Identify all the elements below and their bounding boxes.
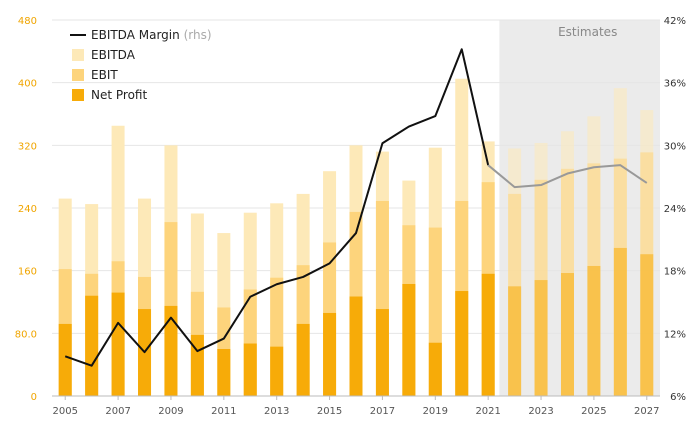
y-right-tick-label: 12% <box>664 329 686 340</box>
bar-net-profit <box>270 346 284 396</box>
x-tick-label: 2017 <box>370 406 395 417</box>
x-tick-label: 2013 <box>264 406 289 417</box>
y-left-tick-label: 0 <box>31 392 37 403</box>
bar-net-profit <box>640 254 654 396</box>
bars <box>58 78 654 397</box>
estimates-label: Estimates <box>558 25 617 39</box>
bar-net-profit <box>428 342 442 396</box>
x-tick-label: 2005 <box>52 406 77 417</box>
y-left-tick-label: 480 <box>18 16 37 27</box>
y-right-tick-label: 24% <box>664 204 686 215</box>
y-left-tick-label: 320 <box>18 141 37 152</box>
bar-net-profit <box>349 296 363 396</box>
bar-net-profit <box>455 291 469 396</box>
x-tick-label: 2019 <box>423 406 448 417</box>
bar-net-profit <box>323 312 337 396</box>
bar-net-profit <box>296 323 310 396</box>
margin-line <box>64 48 648 367</box>
legend-swatch-ebitda <box>72 49 84 61</box>
y-right-tick-label: 42% <box>664 16 686 27</box>
legend-swatch-ebit <box>72 69 84 81</box>
bar-net-profit <box>164 305 178 396</box>
x-tick-label: 2027 <box>634 406 659 417</box>
bar-net-profit <box>402 283 416 396</box>
legend: EBITDA Margin (rhs) EBITDA EBIT Net Prof… <box>70 28 212 102</box>
y-left-tick-label: 400 <box>18 79 37 90</box>
x-tick-label: 2011 <box>211 406 236 417</box>
x-tick-label: 2023 <box>528 406 553 417</box>
bar-net-profit <box>243 343 257 396</box>
y-right-tick-label: 18% <box>664 267 686 278</box>
bar-net-profit <box>481 273 495 396</box>
legend-label-ebitda-margin: EBITDA Margin (rhs) <box>91 28 212 42</box>
y-right-tick-label: 36% <box>664 79 686 90</box>
legend-label-ebit: EBIT <box>91 68 118 82</box>
line-ebitda-margin-actual <box>64 48 490 367</box>
bar-net-profit <box>560 273 574 396</box>
bar-net-profit <box>613 247 627 396</box>
x-tick-label: 2009 <box>158 406 183 417</box>
y-left-tick-label: 240 <box>18 204 37 215</box>
x-tick-label: 2025 <box>581 406 606 417</box>
bar-net-profit <box>508 286 522 396</box>
bar-net-profit <box>58 323 72 396</box>
x-tick-label: 2021 <box>475 406 500 417</box>
bar-net-profit <box>375 309 389 396</box>
x-axis-ticks: 2005 2007 2009 2011 2013 2015 2017 2019 2021 2023… <box>52 396 660 417</box>
bar-net-profit <box>217 349 231 396</box>
legend-swatch-net-profit <box>72 89 84 101</box>
x-tick-label: 2015 <box>317 406 342 417</box>
legend-label-net-profit: Net Profit <box>91 88 147 102</box>
bar-net-profit <box>85 295 99 396</box>
y-right-tick-label: 30% <box>664 141 686 152</box>
bar-net-profit <box>111 292 125 396</box>
y-left-tick-label: 80.0 <box>15 329 37 340</box>
bar-net-profit <box>587 265 601 396</box>
x-tick-label: 2007 <box>105 406 130 417</box>
legend-label-ebitda: EBITDA <box>91 48 136 62</box>
y-axis-left-ticks: 0 80.0 160 240 320 400 480 <box>15 16 37 403</box>
y-left-tick-label: 160 <box>18 267 37 278</box>
y-axis-right-ticks: 6% 12% 18% 24% 30% 36% 42% <box>664 16 686 403</box>
bar-net-profit <box>534 280 548 396</box>
y-right-tick-label: 6% <box>670 392 686 403</box>
line-ebitda-margin-estimate <box>487 164 648 189</box>
